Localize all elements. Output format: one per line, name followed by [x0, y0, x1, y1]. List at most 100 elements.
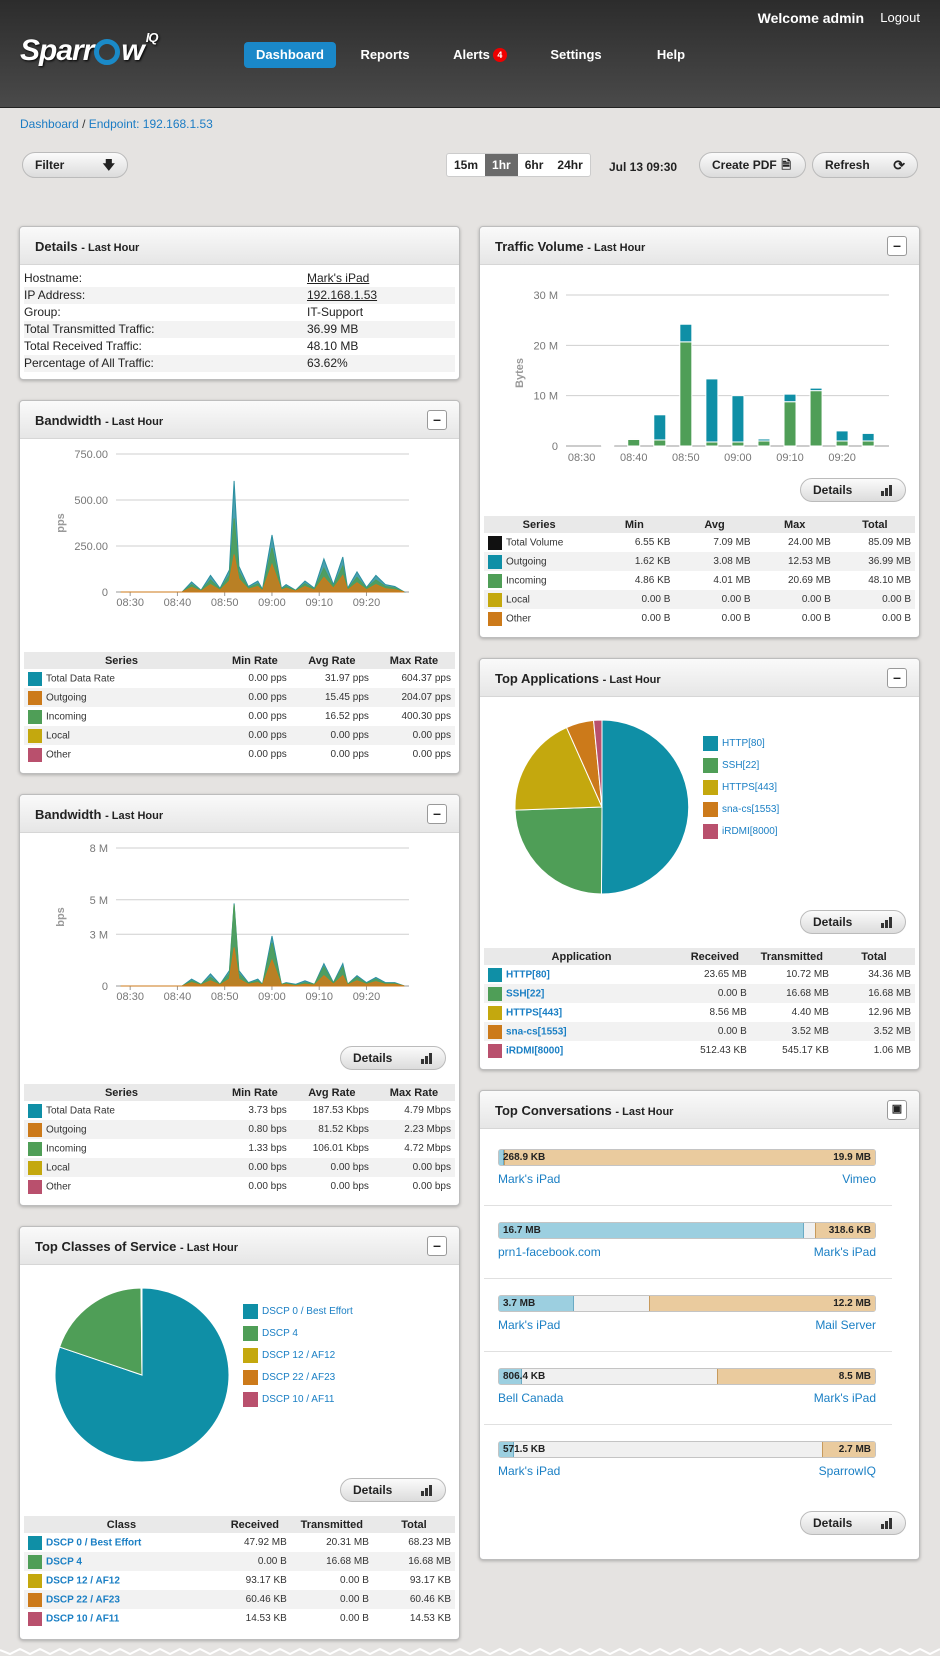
bar-outgoing[interactable] [809, 387, 823, 392]
logout-link[interactable]: Logout [880, 10, 920, 25]
series-name-cell[interactable]: DSCP 0 / Best Effort [24, 1533, 219, 1552]
details-value[interactable]: Mark's iPad [307, 271, 370, 285]
bar-outgoing[interactable] [835, 430, 849, 442]
pie-slice-dscp-4[interactable] [58, 1287, 143, 1376]
series-name-cell[interactable]: sna-cs[1553] [484, 1022, 679, 1041]
bar-outgoing[interactable] [861, 432, 875, 442]
endpoint-a-link[interactable]: Bell Canada [498, 1391, 564, 1405]
bandwidth-details-button[interactable]: Details [340, 1046, 446, 1070]
y-tick-label: 30 M [534, 290, 558, 302]
range-6hr[interactable]: 6hr [524, 158, 544, 172]
legend-item[interactable]: HTTP[80] [703, 736, 779, 758]
nav-settings[interactable]: Settings [550, 47, 602, 62]
bar-incoming[interactable] [731, 441, 745, 447]
bar-outgoing[interactable] [627, 437, 641, 440]
endpoint-a-link[interactable]: Mark's iPad [498, 1172, 561, 1186]
pie-slice-ssh-22-[interactable] [514, 806, 603, 895]
range-24hr[interactable]: 24hr [557, 158, 583, 172]
create-pdf-button[interactable]: Create PDF 🗎 [699, 152, 806, 178]
legend-item[interactable]: sna-cs[1553] [703, 802, 779, 824]
bar-incoming[interactable] [627, 438, 641, 447]
legend-item[interactable]: DSCP 0 / Best Effort [243, 1304, 353, 1326]
range-15m[interactable]: 15m [454, 158, 479, 172]
legend-label: HTTPS[443] [722, 782, 778, 794]
filter-button[interactable]: Filter 🡇 [22, 152, 128, 178]
bar-incoming[interactable] [835, 440, 849, 447]
bar-incoming[interactable] [705, 441, 719, 447]
collapse-icon[interactable]: – [887, 236, 907, 256]
pie-slice-https-443-[interactable] [514, 726, 603, 811]
series-name-cell[interactable]: HTTPS[443] [484, 1003, 679, 1022]
image-icon[interactable]: ▣ [887, 1100, 907, 1120]
legend-label: HTTP[80] [722, 738, 765, 750]
range-1hr[interactable]: 1hr [485, 154, 518, 176]
details-value[interactable]: 192.168.1.53 [307, 288, 378, 302]
collapse-icon[interactable]: – [427, 804, 447, 824]
series-name-cell[interactable]: DSCP 12 / AF12 [24, 1571, 219, 1590]
series-name-cell[interactable]: HTTP[80] [484, 965, 679, 984]
bar-outgoing[interactable] [783, 393, 797, 403]
bar-incoming[interactable] [757, 440, 771, 447]
cos-details-button[interactable]: Details [340, 1478, 446, 1502]
details-value: IT-Support [307, 305, 364, 319]
bar-outgoing[interactable] [653, 414, 667, 441]
series-name-cell[interactable]: DSCP 22 / AF23 [24, 1590, 219, 1609]
legend-item[interactable]: DSCP 10 / AF11 [243, 1392, 353, 1414]
pie-slice-irdmi-8000-[interactable] [593, 719, 603, 808]
breadcrumb-current[interactable]: Endpoint: 192.168.1.53 [88, 117, 213, 131]
column-header: Application [484, 948, 679, 965]
legend-item[interactable]: iRDMI[8000] [703, 824, 779, 846]
legend-item[interactable]: DSCP 12 / AF12 [243, 1348, 353, 1370]
series-name: SSH[22] [506, 988, 545, 1000]
endpoint-b-link[interactable]: Mark's iPad [813, 1391, 876, 1405]
endpoint-b-link[interactable]: SparrowIQ [818, 1464, 876, 1478]
traffic-details-button[interactable]: Details [800, 478, 906, 502]
nav-help[interactable]: Help [656, 47, 686, 62]
conversation-item[interactable]: 571.5 KB 2.7 MB Mark's iPad SparrowIQ [498, 1441, 876, 1482]
conversations-details-button[interactable]: Details [800, 1511, 906, 1535]
bar-incoming[interactable] [861, 440, 875, 447]
applications-details-button[interactable]: Details [800, 910, 906, 934]
collapse-icon[interactable]: – [887, 668, 907, 688]
endpoint-b-link[interactable]: Mail Server [815, 1318, 876, 1332]
legend-item[interactable]: DSCP 4 [243, 1326, 353, 1348]
endpoint-a-link[interactable]: Mark's iPad [498, 1318, 561, 1332]
endpoint-a-link[interactable]: prn1-facebook.com [498, 1245, 601, 1259]
bar-outgoing[interactable] [757, 438, 771, 442]
series-name-cell[interactable]: DSCP 10 / AF11 [24, 1609, 219, 1628]
bar-outgoing[interactable] [705, 378, 719, 443]
endpoint-a-link[interactable]: Mark's iPad [498, 1464, 561, 1478]
conversation-item[interactable]: 806.4 KB 8.5 MB Bell Canada Mark's iPad [498, 1368, 876, 1409]
collapse-icon[interactable]: – [427, 1236, 447, 1256]
table-row: sna-cs[1553] 0.00 B 3.52 MB 3.52 MB [484, 1022, 915, 1041]
endpoint-b-link[interactable]: Vimeo [842, 1172, 876, 1186]
table-row: Local 0.00 bps 0.00 bps 0.00 bps [24, 1158, 455, 1177]
bar-incoming[interactable] [783, 401, 797, 447]
conversation-item[interactable]: 3.7 MB 12.2 MB Mark's iPad Mail Server [498, 1295, 876, 1336]
legend-item[interactable]: SSH[22] [703, 758, 779, 780]
bar-outgoing[interactable] [679, 323, 693, 343]
conversation-item[interactable]: 16.7 MB 318.6 KB prn1-facebook.com Mark's i… [498, 1222, 876, 1263]
bar-outgoing[interactable] [601, 444, 615, 446]
nav-reports[interactable]: Reports [360, 47, 410, 62]
left-volume: 806.4 KB [503, 1371, 546, 1382]
series-name-cell[interactable]: iRDMI[8000] [484, 1041, 679, 1060]
refresh-button[interactable]: Refresh ⟳ [812, 152, 918, 178]
series-name-cell[interactable]: DSCP 4 [24, 1552, 219, 1571]
breadcrumb-dashboard-link[interactable]: Dashboard [20, 117, 79, 131]
bar-outgoing[interactable] [731, 395, 745, 443]
bar-incoming[interactable] [679, 341, 693, 447]
series-name-cell[interactable]: SSH[22] [484, 984, 679, 1003]
table-header-row: Series Min Rate Avg Rate Max Rate [24, 652, 455, 669]
legend-item[interactable]: DSCP 22 / AF23 [243, 1370, 353, 1392]
legend-item[interactable]: HTTPS[443] [703, 780, 779, 802]
sparrowiq-logo[interactable]: Sparr w IQ [20, 30, 158, 67]
pie-slice-http-80-[interactable] [600, 719, 690, 895]
conversation-item[interactable]: 268.9 KB 19.9 MB Mark's iPad Vimeo [498, 1149, 876, 1190]
bar-incoming[interactable] [653, 439, 667, 447]
nav-alerts[interactable]: Alerts 4 [445, 42, 515, 68]
collapse-icon[interactable]: – [427, 410, 447, 430]
bar-incoming[interactable] [809, 390, 823, 447]
endpoint-b-link[interactable]: Mark's iPad [813, 1245, 876, 1259]
nav-dashboard[interactable]: Dashboard [244, 42, 336, 68]
